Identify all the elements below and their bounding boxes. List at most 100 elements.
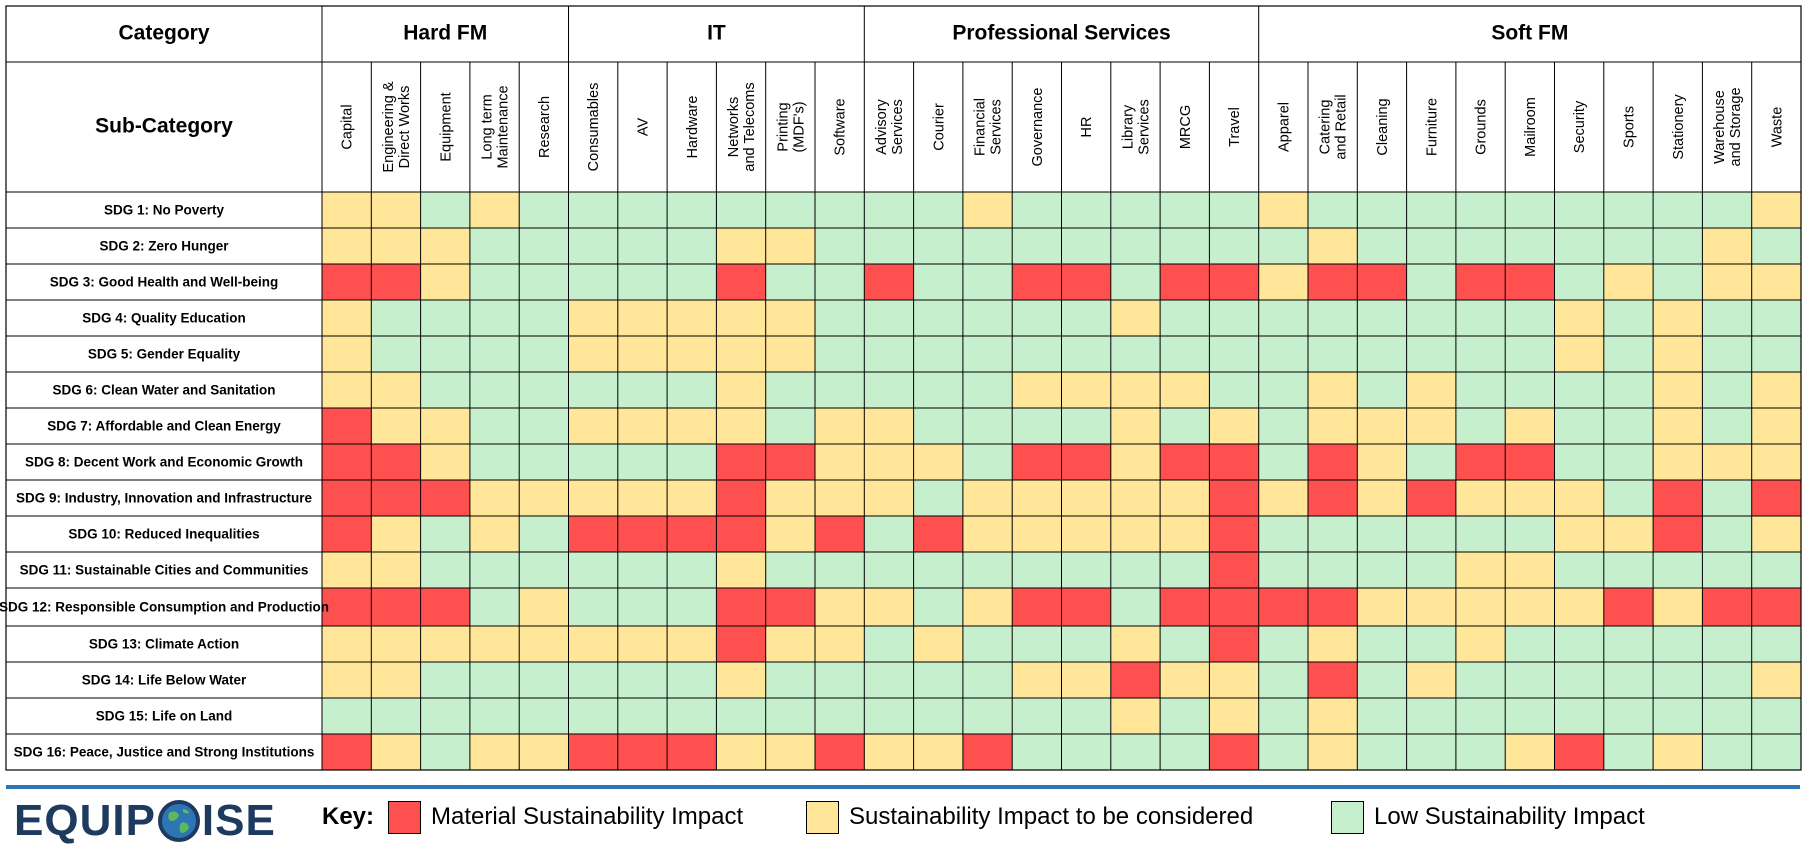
heatmap-cell — [322, 662, 372, 698]
heatmap-cell — [1702, 588, 1752, 626]
heatmap-cell — [1406, 372, 1456, 408]
heatmap-cell — [1012, 662, 1062, 698]
heatmap-cell — [667, 300, 717, 336]
column-label: Engineering &Direct Works — [381, 81, 413, 172]
heatmap-cell — [1061, 552, 1111, 588]
heatmap-cell — [1209, 264, 1259, 300]
heatmap-cell — [519, 734, 569, 770]
heatmap-cell — [1357, 516, 1407, 552]
heatmap-cell — [1702, 516, 1752, 552]
heatmap-cell — [765, 264, 815, 300]
heatmap-cell — [962, 228, 1013, 264]
heatmap-cell — [716, 626, 766, 662]
heatmap-cell — [962, 734, 1013, 770]
heatmap-cell — [1603, 336, 1654, 372]
heatmap-cell — [1751, 264, 1801, 300]
heatmap-cell — [962, 662, 1013, 698]
heatmap-cell — [1110, 480, 1161, 516]
heatmap-cell — [864, 662, 914, 698]
heatmap-cell — [371, 444, 421, 480]
heatmap-cell — [716, 588, 766, 626]
heatmap-cell — [1160, 300, 1210, 336]
heatmap-cell — [322, 372, 372, 408]
heatmap-cell — [962, 372, 1013, 408]
heatmap-cell — [913, 408, 963, 444]
heatmap-cell — [1554, 372, 1604, 408]
heatmap-cell — [469, 626, 520, 662]
heatmap-cell — [617, 734, 668, 770]
heatmap-cell — [1012, 588, 1062, 626]
legend-item-considered: Sustainability Impact to be considered — [806, 799, 1253, 835]
row-label: SDG 14: Life Below Water — [82, 673, 247, 688]
heatmap-cell — [420, 480, 470, 516]
equipoise-logo: EQUIP ISE — [14, 796, 276, 846]
heatmap-cell — [1012, 300, 1062, 336]
heatmap-cell — [1357, 662, 1407, 698]
heatmap-cell — [568, 626, 618, 662]
heatmap-cell — [716, 552, 766, 588]
column-label: Governance — [1030, 88, 1046, 167]
heatmap-cell — [1702, 444, 1752, 480]
heatmap-cell — [568, 228, 618, 264]
heatmap-cell — [815, 408, 865, 444]
heatmap-cell — [1160, 552, 1210, 588]
heatmap-cell — [815, 264, 865, 300]
heatmap-cell — [1554, 662, 1604, 698]
heatmap-cell — [1061, 734, 1111, 770]
heatmap-cell — [1061, 192, 1111, 228]
heatmap-cell — [371, 408, 421, 444]
heatmap-cell — [1751, 662, 1801, 698]
heatmap-cell — [519, 626, 569, 662]
heatmap-cell — [1061, 444, 1111, 480]
heatmap-cell — [667, 336, 717, 372]
heatmap-cell — [1258, 444, 1308, 480]
heatmap-cell — [1110, 336, 1161, 372]
heatmap-cell — [913, 698, 963, 734]
heatmap-cell — [1308, 516, 1358, 552]
heatmap-cell — [617, 444, 668, 480]
column-label: Furniture — [1424, 98, 1440, 156]
heatmap-cell — [322, 516, 372, 552]
heatmap-cell — [519, 662, 569, 698]
heatmap-cell — [1702, 698, 1752, 734]
heatmap-cell — [667, 552, 717, 588]
heatmap-cell — [420, 264, 470, 300]
heatmap-cell — [1160, 480, 1210, 516]
heatmap-cell — [1357, 336, 1407, 372]
heatmap-cell — [815, 444, 865, 480]
heatmap-cell — [1751, 516, 1801, 552]
heatmap-cell — [371, 372, 421, 408]
heatmap-cell — [1258, 480, 1308, 516]
heatmap-cell — [913, 300, 963, 336]
heatmap-cell — [962, 516, 1013, 552]
heatmap-cell — [617, 228, 668, 264]
heatmap-cell — [1061, 480, 1111, 516]
heatmap-cell — [1653, 552, 1703, 588]
heatmap-cell — [1653, 698, 1703, 734]
heatmap-cell — [469, 734, 520, 770]
heatmap-cell — [322, 552, 372, 588]
category-header: Category — [118, 22, 209, 45]
heatmap-cell — [617, 372, 668, 408]
heatmap-cell — [1357, 372, 1407, 408]
heatmap-cell — [1357, 588, 1407, 626]
heatmap-cell — [371, 552, 421, 588]
heatmap-cell — [568, 192, 618, 228]
heatmap-cell — [420, 192, 470, 228]
heatmap-cell — [1554, 228, 1604, 264]
heatmap-cell — [1209, 336, 1259, 372]
heatmap-cell — [765, 336, 815, 372]
heatmap-cell — [913, 626, 963, 662]
heatmap-cell — [765, 588, 815, 626]
heatmap-cell — [1258, 552, 1308, 588]
column-label: Courier — [931, 103, 947, 151]
heatmap-cell — [1110, 552, 1161, 588]
heatmap-cell — [1258, 734, 1308, 770]
heatmap-cell — [469, 588, 520, 626]
heatmap-cell — [1308, 552, 1358, 588]
heatmap-cell — [1258, 228, 1308, 264]
column-label: Hardware — [685, 96, 701, 159]
heatmap-cell — [1603, 264, 1654, 300]
heatmap-cell — [519, 228, 569, 264]
heatmap-cell — [1554, 444, 1604, 480]
